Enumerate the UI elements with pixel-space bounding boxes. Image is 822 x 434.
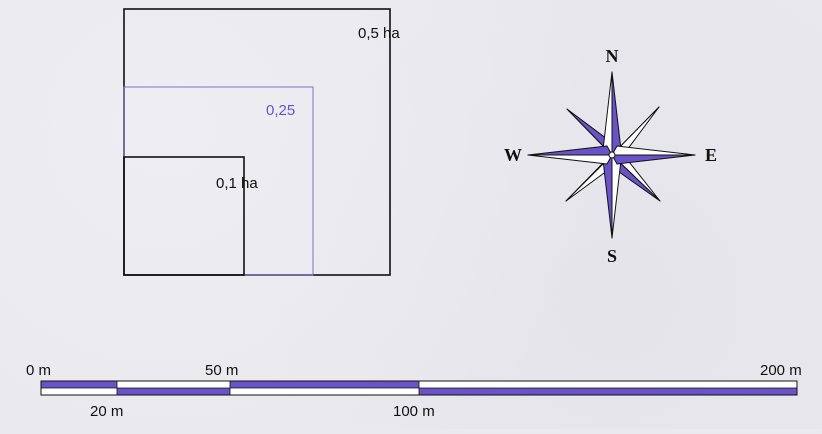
compass-label-east: E: [705, 145, 717, 165]
label-large-square: 0,5 ha: [358, 25, 400, 42]
scale-seg-top-50-100: [230, 381, 419, 388]
compass-label-south: S: [607, 246, 617, 266]
scale-seg-top-20-50: [117, 381, 230, 388]
label-small-square: 0,1 ha: [216, 175, 258, 192]
scale-seg-bottom-20-50: [117, 388, 230, 395]
compass-rose: N S E W: [504, 46, 717, 266]
compass-center: [608, 151, 616, 159]
scale-label-100m: 100 m: [393, 403, 435, 420]
compass-label-north: N: [606, 46, 619, 66]
compass-label-west: W: [504, 145, 522, 165]
scale-seg-top-100-200: [419, 381, 797, 388]
scale-seg-bottom-100-200: [419, 388, 797, 395]
area-squares: 0,5 ha 0,25 0,1 ha: [123, 8, 400, 276]
compass-cardinal-points: [527, 71, 696, 239]
label-medium-square: 0,25: [266, 102, 295, 119]
scale-bar: 0 m 50 m 200 m 20 m 100 m: [26, 362, 802, 420]
scale-seg-bottom-0-20: [41, 388, 117, 395]
scale-label-200m: 200 m: [760, 362, 802, 379]
scale-seg-bottom-50-100: [230, 388, 419, 395]
square-large: [123, 8, 391, 276]
scale-label-20m: 20 m: [90, 403, 123, 420]
square-small: [123, 156, 245, 276]
scale-seg-top-0-20: [41, 381, 117, 388]
scale-label-0m: 0 m: [26, 362, 51, 379]
scale-label-50m: 50 m: [205, 362, 238, 379]
